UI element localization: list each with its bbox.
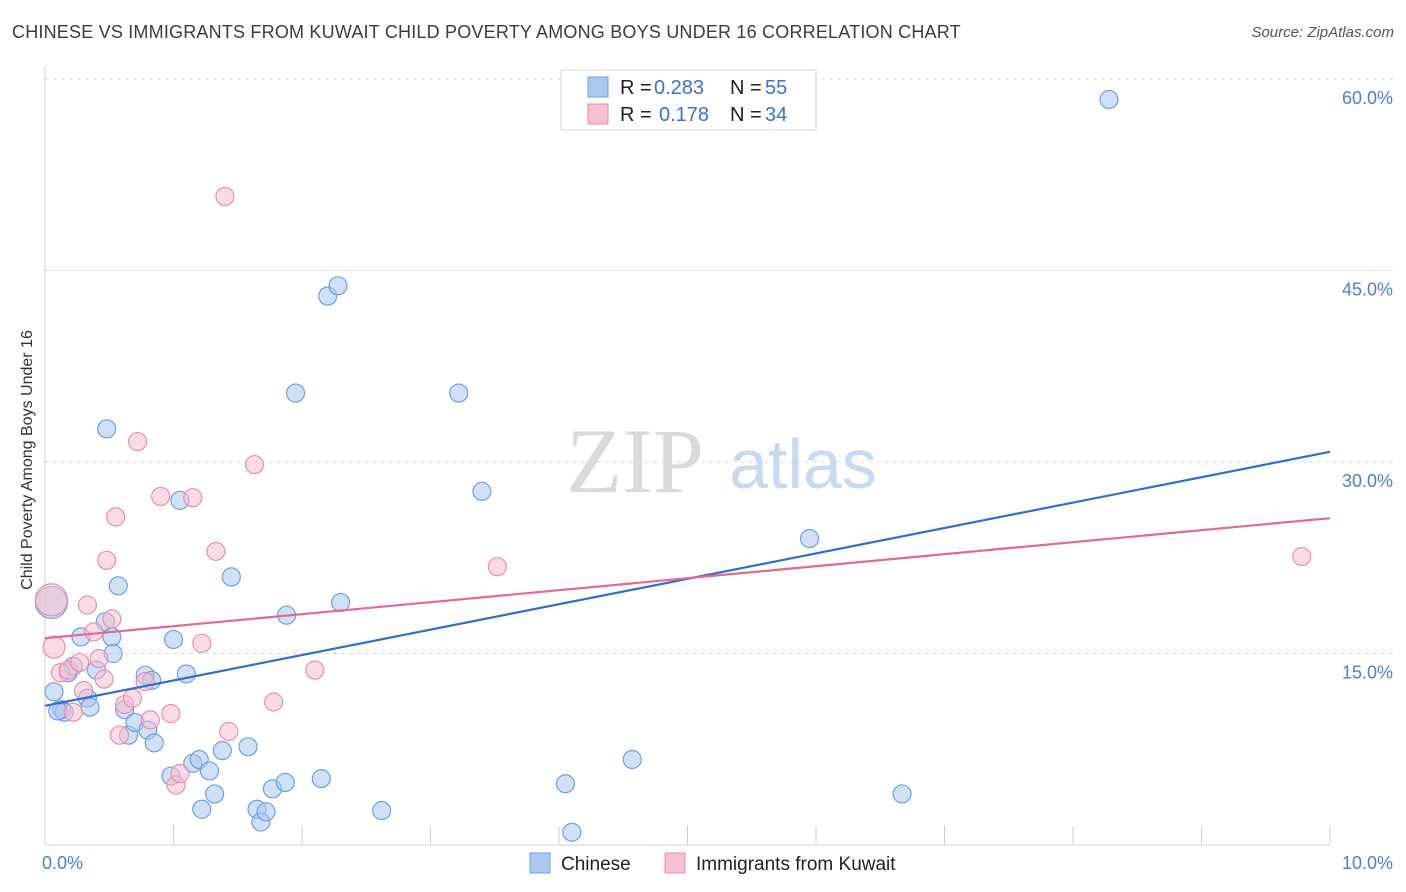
point-chinese-41 bbox=[311, 769, 331, 789]
bottom-legend-label-kuwait: Immigrants from Kuwait bbox=[696, 854, 896, 875]
watermark-atlas: atlas bbox=[729, 425, 877, 503]
point-chinese-31 bbox=[212, 740, 232, 761]
point-chinese-45 bbox=[372, 800, 392, 821]
y-tick-label-0: 15.0% bbox=[1342, 663, 1393, 683]
point-chinese-46 bbox=[449, 383, 469, 403]
point-chinese-50 bbox=[622, 749, 642, 770]
bottom-legend-swatch-chinese bbox=[529, 852, 551, 874]
point-kuwait-13 bbox=[106, 507, 126, 527]
point-kuwait-20 bbox=[151, 486, 171, 507]
tick-labels: 15.0% 30.0% 45.0% 60.0% 0.0% 10.0% bbox=[42, 88, 1393, 873]
point-kuwait-16 bbox=[122, 688, 142, 708]
point-kuwait-19 bbox=[140, 710, 160, 730]
point-chinese-51 bbox=[799, 528, 820, 549]
y-axis-label: Child Poverty Among Boys Under 16 bbox=[19, 330, 36, 590]
point-chinese-49 bbox=[562, 822, 582, 842]
point-kuwait-12 bbox=[102, 609, 122, 629]
point-chinese-21 bbox=[144, 733, 164, 753]
point-kuwait-31 bbox=[305, 660, 325, 680]
watermark-zip: ZIP bbox=[566, 410, 704, 512]
point-kuwait-21 bbox=[161, 703, 181, 724]
point-kuwait-32 bbox=[487, 557, 507, 577]
point-chinese-14 bbox=[108, 576, 128, 596]
legend-r-label-kuwait: R = bbox=[620, 104, 652, 126]
point-kuwait-4 bbox=[63, 702, 83, 722]
series-legend: Chinese Immigrants from Kuwait bbox=[529, 852, 896, 875]
legend-swatch-chinese bbox=[587, 76, 609, 98]
point-kuwait-24 bbox=[183, 488, 203, 508]
point-kuwait-23 bbox=[170, 763, 190, 784]
point-chinese-30 bbox=[205, 784, 225, 804]
point-chinese-28 bbox=[192, 799, 212, 819]
point-kuwait-26 bbox=[206, 541, 226, 561]
point-chinese-52 bbox=[892, 784, 912, 804]
point-kuwait-7 bbox=[77, 595, 98, 615]
point-kuwait-8 bbox=[84, 622, 104, 642]
x-tick-label-1: 10.0% bbox=[1342, 853, 1393, 873]
legend-swatch-kuwait bbox=[587, 103, 609, 125]
legend-r-value-chinese: 0.283 bbox=[654, 77, 704, 99]
source-credit: Source: ZipAtlas.com bbox=[1251, 24, 1394, 41]
bottom-legend-label-chinese: Chinese bbox=[561, 854, 631, 875]
trend-lines bbox=[44, 450, 1331, 707]
point-kuwait-11 bbox=[97, 550, 117, 570]
point-chinese-23 bbox=[163, 629, 184, 650]
point-kuwait-33 bbox=[1292, 546, 1312, 567]
legend-n-label-kuwait: N = bbox=[730, 104, 762, 126]
chart-title: CHINESE VS IMMIGRANTS FROM KUWAIT CHILD … bbox=[12, 22, 961, 42]
point-chinese-33 bbox=[238, 737, 258, 757]
legend-n-value-kuwait: 34 bbox=[765, 104, 787, 126]
y-tick-label-3: 60.0% bbox=[1342, 88, 1393, 108]
point-chinese-44 bbox=[330, 592, 351, 613]
point-chinese-1 bbox=[44, 682, 64, 702]
point-kuwait-6 bbox=[73, 680, 94, 701]
point-chinese-29 bbox=[199, 761, 220, 781]
point-chinese-48 bbox=[555, 774, 576, 794]
point-kuwait-5 bbox=[70, 652, 90, 673]
legend-r-label-chinese: R = bbox=[620, 77, 652, 99]
point-kuwait-0 bbox=[34, 583, 69, 617]
legend-n-value-chinese: 55 bbox=[765, 77, 787, 99]
data-points bbox=[34, 89, 1312, 842]
gridlines bbox=[45, 78, 1393, 654]
bottom-legend-swatch-kuwait bbox=[664, 852, 686, 874]
trend-line-kuwait bbox=[44, 517, 1331, 640]
point-kuwait-30 bbox=[264, 692, 284, 712]
point-chinese-36 bbox=[256, 802, 276, 822]
point-chinese-38 bbox=[275, 772, 295, 793]
point-chinese-40 bbox=[285, 383, 306, 403]
point-kuwait-1 bbox=[42, 635, 66, 659]
stats-legend: R = 0.283 N = 55 R = 0.178 N = 34 bbox=[560, 69, 817, 131]
point-kuwait-10 bbox=[94, 669, 114, 689]
point-kuwait-29 bbox=[244, 454, 265, 475]
point-kuwait-17 bbox=[127, 431, 148, 452]
y-tick-label-2: 45.0% bbox=[1342, 280, 1393, 300]
point-chinese-53 bbox=[1099, 89, 1119, 110]
point-kuwait-27 bbox=[215, 186, 235, 207]
point-chinese-47 bbox=[472, 481, 492, 501]
point-chinese-11 bbox=[97, 419, 117, 439]
point-chinese-43 bbox=[328, 276, 348, 296]
point-kuwait-14 bbox=[109, 725, 130, 745]
point-kuwait-9 bbox=[89, 649, 109, 669]
legend-n-label-chinese: N = bbox=[730, 77, 762, 99]
legend-r-value-kuwait: 0.178 bbox=[659, 104, 709, 126]
point-chinese-32 bbox=[221, 567, 241, 587]
axes bbox=[44, 66, 1331, 846]
point-kuwait-28 bbox=[219, 721, 239, 741]
point-chinese-8 bbox=[80, 697, 100, 717]
x-tick-label-0: 0.0% bbox=[42, 853, 83, 873]
point-kuwait-25 bbox=[192, 633, 212, 653]
y-tick-label-1: 30.0% bbox=[1342, 471, 1393, 491]
